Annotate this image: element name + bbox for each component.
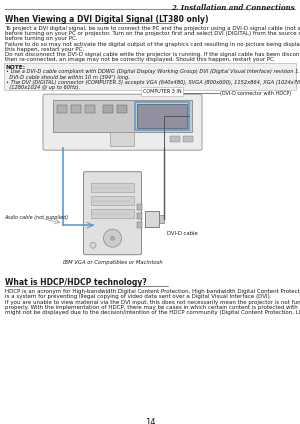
Bar <box>145 211 159 227</box>
Text: then re-connected, an image may not be correctly displayed. Should this happen, : then re-connected, an image may not be c… <box>5 57 276 62</box>
Bar <box>4 64 296 90</box>
Bar <box>159 215 164 223</box>
Bar <box>183 136 193 142</box>
Text: before turning on your PC.: before turning on your PC. <box>5 36 77 42</box>
Bar <box>85 105 95 113</box>
Text: Audio cable (not supplied): Audio cable (not supplied) <box>4 215 68 220</box>
Bar <box>137 222 142 228</box>
Text: 14: 14 <box>145 418 155 424</box>
Text: might not be displayed due to the decision/intention of the HDCP community (Digi: might not be displayed due to the decisi… <box>5 310 300 315</box>
Bar <box>53 100 192 132</box>
Text: To project a DVI digital signal, be sure to connect the PC and the projector usi: To project a DVI digital signal, be sure… <box>5 26 300 31</box>
Text: NOTE:: NOTE: <box>6 65 26 70</box>
FancyBboxPatch shape <box>83 172 142 255</box>
Text: IBM VGA or Compatibles or Macintosh: IBM VGA or Compatibles or Macintosh <box>63 260 162 265</box>
Bar <box>117 105 127 113</box>
Text: DVI-D cable: DVI-D cable <box>167 231 198 236</box>
Text: DVI-D cable should be within 10 m (394") long.: DVI-D cable should be within 10 m (394")… <box>6 75 130 80</box>
Text: HDCP is an acronym for High-bandwidth Digital Content Protection. High bandwidth: HDCP is an acronym for High-bandwidth Di… <box>5 289 300 294</box>
Text: is a system for preventing illegal copying of video data sent over a Digital Vis: is a system for preventing illegal copyi… <box>5 294 272 299</box>
Bar <box>137 104 187 128</box>
Bar <box>103 105 113 113</box>
Bar <box>110 132 134 146</box>
Text: properly. With the implementation of HDCP, there may be cases in which certain c: properly. With the implementation of HDC… <box>5 305 300 310</box>
Text: If you are unable to view material via the DVI input, this does not necessarily : If you are unable to view material via t… <box>5 300 300 304</box>
Text: (1280x1024 @ up to 60Hz).: (1280x1024 @ up to 60Hz). <box>6 85 80 90</box>
Text: before turning on your PC or projector. Turn on the projector first and select D: before turning on your PC or projector. … <box>5 31 300 36</box>
Text: COMPUTER 3 IN: COMPUTER 3 IN <box>143 89 181 94</box>
Text: (DVI-D connector with HDCP): (DVI-D connector with HDCP) <box>220 91 291 96</box>
Circle shape <box>110 236 115 240</box>
Bar <box>91 209 134 218</box>
Bar <box>170 136 180 142</box>
Bar <box>137 204 142 210</box>
Text: • The DVI (DIGITAL) connector (COMPUTER 3) accepts VGA (640x480), SVGA (800x600): • The DVI (DIGITAL) connector (COMPUTER … <box>6 80 300 85</box>
Bar <box>137 213 142 219</box>
Text: • Use a DVI-D cable compliant with DDWG (Digital Display Working Group) DVI (Dig: • Use a DVI-D cable compliant with DDWG … <box>6 70 300 74</box>
Text: Failure to do so may not activate the digital output of the graphics card result: Failure to do so may not activate the di… <box>5 42 300 47</box>
Circle shape <box>90 242 96 248</box>
Bar <box>91 196 134 205</box>
Bar <box>135 102 189 130</box>
Bar <box>57 105 67 113</box>
Bar <box>71 105 81 113</box>
Text: When Viewing a DVI Digital Signal (LT380 only): When Viewing a DVI Digital Signal (LT380… <box>5 15 208 24</box>
FancyBboxPatch shape <box>43 94 202 150</box>
Bar <box>91 183 134 192</box>
Text: this happen, restart your PC.: this happen, restart your PC. <box>5 47 84 52</box>
Text: Do not disconnect the DVI-D signal cable while the projector is running. If the : Do not disconnect the DVI-D signal cable… <box>5 52 300 57</box>
Circle shape <box>103 229 122 247</box>
Text: 2. Installation and Connections: 2. Installation and Connections <box>171 4 295 12</box>
Text: What is HDCP/HDCP technology?: What is HDCP/HDCP technology? <box>5 278 147 287</box>
